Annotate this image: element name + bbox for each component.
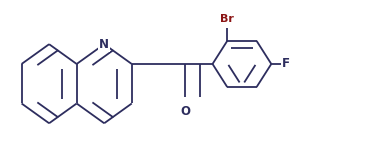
Text: N: N [99,38,109,51]
Text: O: O [180,105,190,118]
Text: Br: Br [220,14,234,24]
Text: F: F [282,58,290,71]
